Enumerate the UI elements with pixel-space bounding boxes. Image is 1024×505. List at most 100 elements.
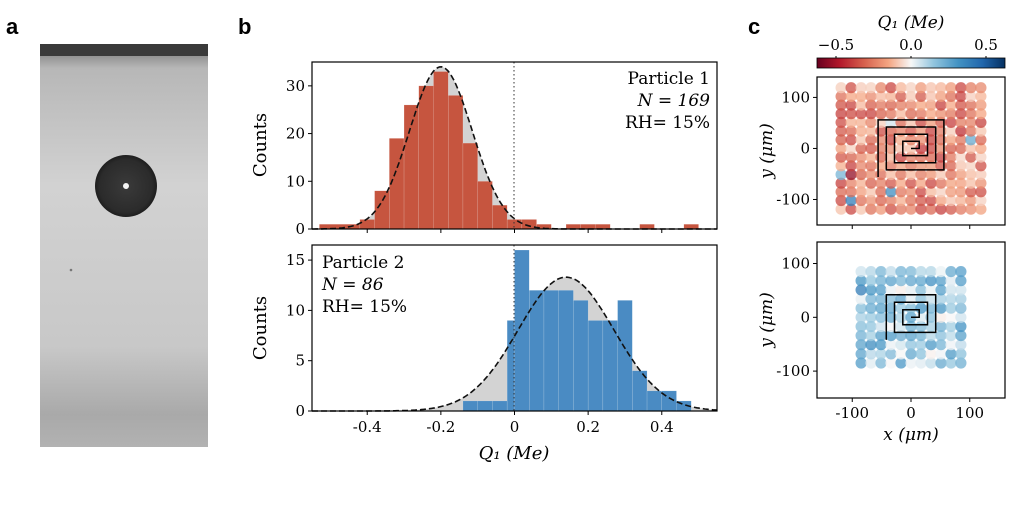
x-tick-label: 0.2 [576,418,600,436]
sample-dot [835,82,847,94]
sample-dot [835,177,847,189]
sample-dot [855,82,867,94]
sample-dot [905,168,917,181]
sample-dot [905,108,917,120]
sample-dot [975,203,987,215]
sample-dot [925,284,937,296]
sample-dot [965,151,977,163]
sample-dot [945,125,957,137]
sample-dot [885,357,897,369]
sample-dot [915,90,927,102]
sample-dot [835,194,847,207]
hist-top: 0 10 20 30 Counts Particle 1 N = 169 RH= 15… [250,61,718,238]
sample-dot [935,311,947,323]
sample-dot [965,82,977,94]
sample-dot [835,168,847,181]
sample-dot [855,151,867,163]
sample-dot [865,177,877,189]
y-tick-label: 0 [295,402,305,420]
sample-dot [845,108,857,120]
sample-dot [905,134,917,146]
sample-dot [895,203,907,215]
sample-dot [865,311,877,323]
sample-dot [845,134,857,146]
hist-bar [433,71,449,230]
sample-dot [965,203,977,215]
sample-dot [975,168,987,181]
sample-dot [945,330,957,342]
sample-dot [895,266,907,278]
sample-dot [945,99,957,111]
sample-dot [855,160,867,172]
sample-dot [855,293,867,305]
sample-dot [915,311,927,323]
sample-dot [905,82,917,94]
colorbar-label: Q₁ (Me) [878,13,945,33]
sample-dot [865,116,877,128]
sample-dot [855,108,867,120]
sample-dot [925,275,937,287]
sample-dot [915,348,927,360]
sample-dot [835,116,847,128]
sample-dot [955,90,967,102]
sample-dot [885,99,897,111]
colorbar-tick-0: −0.5 [818,36,854,54]
sample-dot [905,284,917,296]
sample-dot [895,275,907,287]
sample-dot [895,302,907,314]
colorbar-tick-1: 0.0 [899,36,923,54]
sample-dot [945,357,957,369]
sample-dot [975,116,987,128]
y-tick-label: 20 [286,125,305,143]
sample-dot [915,186,927,198]
hist-bar [374,190,390,230]
sample-dot [945,116,957,128]
sample-dot [865,151,877,163]
sample-dot [865,108,877,120]
sample-dot [945,284,957,296]
sample-dot [875,284,887,296]
sample-dot [935,339,947,351]
sample-dot [955,302,967,314]
sample-dot [905,266,917,278]
sample-dot [845,186,857,198]
sample-dot [875,266,887,278]
sample-dot [915,275,927,287]
legend-bottom-1: N = 86 [321,275,384,295]
sample-dot [865,186,877,198]
sample-dot [895,108,907,120]
sample-dot [935,203,947,215]
sample-dot [975,134,987,146]
sample-dot [895,82,907,94]
sample-dot [915,357,927,369]
sample-dot [935,275,947,287]
sample-dot [925,168,937,181]
sample-dot [875,357,887,369]
sample-dot [865,266,877,278]
sample-dot [875,311,887,323]
sample-dot [905,194,917,207]
sample-dot [885,275,897,287]
sample-dot [855,194,867,207]
sample-dot [955,99,967,111]
sample-dot [945,320,957,333]
sample-dot [955,116,967,128]
hist-bar [506,219,523,230]
sample-dot [895,348,907,360]
sample-dot [885,203,897,215]
y-tick-label: 100 [781,255,810,273]
sample-dot [905,348,917,360]
spiral-path-bottom [885,293,937,340]
hist-bar [573,300,589,412]
sample-dot [935,186,947,198]
x-tick-label: 0.4 [650,418,674,436]
panel-label-b: b [238,14,252,39]
sample-dot [855,284,867,296]
sample-dot [965,116,977,128]
hist-bar [477,400,493,412]
sample-dot [875,82,887,94]
sample-dot [915,168,927,181]
panel-label-a: a [6,14,19,39]
sample-dot [965,125,977,137]
